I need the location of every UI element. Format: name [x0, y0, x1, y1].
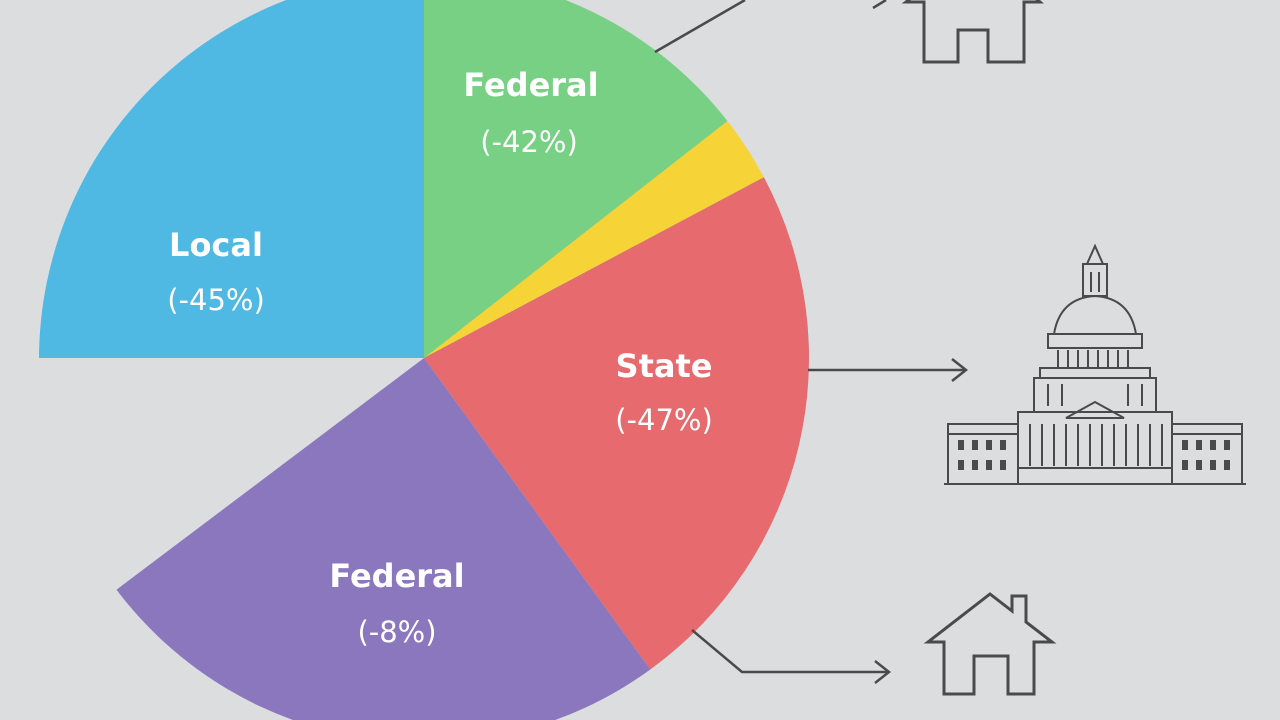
pie-slice-3	[424, 177, 809, 670]
capitol-building-icon	[944, 243, 1246, 485]
slice-value-local: (-45%)	[167, 283, 265, 317]
pie-slice-1	[424, 0, 728, 358]
slice-label-federal-top: Federal	[463, 66, 598, 104]
slice-value-federal-bottom: (-8%)	[357, 615, 436, 649]
slice-label-state: State	[616, 347, 713, 385]
pie-slice-4	[116, 358, 651, 720]
pie-slices	[39, 0, 810, 720]
slice-value-state: (-47%)	[615, 403, 713, 437]
house-icon	[923, 592, 1057, 696]
connector-top	[654, 0, 887, 54]
house-icon	[901, 0, 1044, 64]
slice-label-local: Local	[169, 226, 263, 264]
slice-label-federal-bottom: Federal	[329, 557, 464, 595]
pie-slice-2	[424, 121, 764, 358]
connector-middle	[808, 358, 969, 382]
slice-value-federal-top: (-42%)	[480, 125, 578, 159]
connector-bottom	[691, 629, 892, 684]
